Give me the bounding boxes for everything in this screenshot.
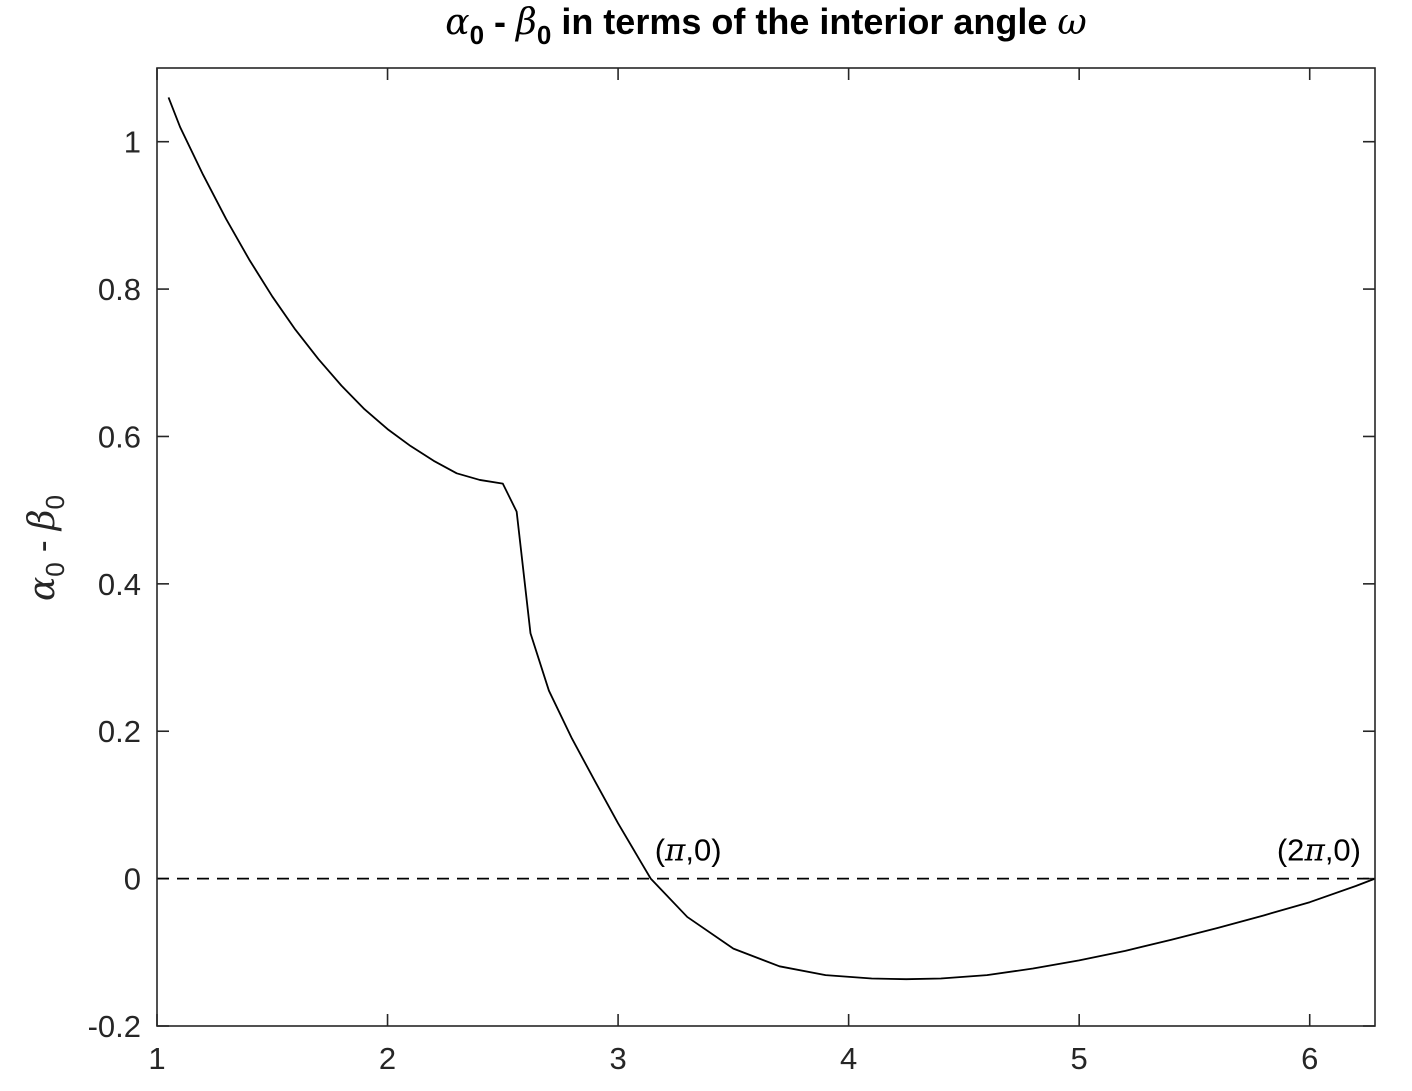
x-tick-label: 1	[148, 1041, 165, 1076]
x-tick-label: 6	[1301, 1041, 1318, 1076]
title-beta-symbol: β	[514, 2, 537, 43]
y-tick-label: 0.6	[98, 419, 141, 454]
ylabel-separator: -	[21, 530, 62, 562]
ylabel-alpha-subscript: 0	[40, 562, 70, 576]
title-omega-symbol: ω	[1057, 2, 1086, 43]
ylabel-beta-subscript: 0	[40, 495, 70, 509]
difference-curve-line	[167, 97, 1376, 981]
title-separator: -	[484, 1, 516, 42]
axis-tick-labels: 1 2 3 4 5 6 -0.2 0 0.2 0.4 0.6 0.8 1	[88, 125, 1319, 1076]
title-alpha-symbol: α	[445, 2, 469, 43]
axis-ticks	[156, 68, 1375, 1027]
series-layer	[157, 97, 1376, 981]
title-text: in terms of the interior angle	[551, 1, 1057, 42]
point-annotation: (2π,0)	[1277, 833, 1361, 869]
y-tick-label: 0.2	[98, 714, 141, 749]
y-tick-label: 1	[124, 125, 141, 160]
y-tick-label: 0.4	[98, 567, 141, 602]
y-tick-label: 0.8	[98, 272, 141, 307]
y-tick-label: -0.2	[88, 1009, 141, 1044]
ylabel-beta-symbol: β	[22, 509, 63, 532]
chart-title: α0 - β0 in terms of the interior angle ω	[445, 1, 1087, 50]
x-tick-label: 2	[379, 1041, 396, 1076]
x-tick-label: 5	[1071, 1041, 1088, 1076]
x-tick-label: 3	[609, 1041, 626, 1076]
ylabel-alpha-symbol: α	[22, 577, 63, 601]
title-beta-subscript: 0	[537, 20, 551, 50]
annotations-layer: (π,0) (2π,0)	[655, 833, 1361, 869]
y-axis-label: α0 - β0	[21, 495, 70, 601]
x-tick-label: 4	[840, 1041, 857, 1076]
axes-box	[156, 67, 1376, 1027]
y-tick-label: 0	[124, 862, 141, 897]
title-alpha-subscript: 0	[470, 20, 484, 50]
point-annotation: (π,0)	[655, 833, 722, 869]
